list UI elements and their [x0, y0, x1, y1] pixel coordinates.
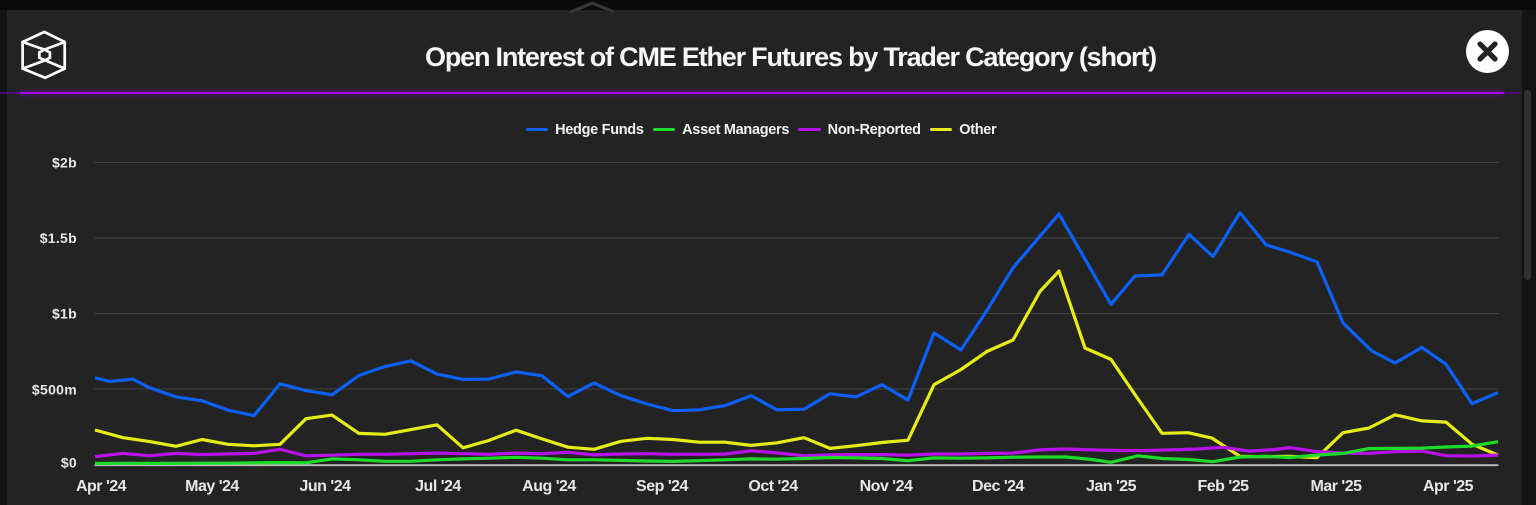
svg-text:Oct '24: Oct '24	[748, 478, 798, 495]
svg-text:$1.5b: $1.5b	[40, 230, 77, 246]
svg-text:Sep '24: Sep '24	[636, 478, 688, 495]
svg-text:Apr '25: Apr '25	[1423, 478, 1474, 495]
svg-text:$1b: $1b	[52, 306, 77, 322]
svg-text:Nov '24: Nov '24	[860, 478, 913, 495]
svg-text:$0: $0	[61, 455, 77, 471]
svg-text:Jan '25: Jan '25	[1086, 478, 1137, 495]
svg-text:Jun '24: Jun '24	[300, 478, 352, 495]
svg-text:$500m: $500m	[32, 382, 77, 398]
svg-text:Aug '24: Aug '24	[522, 478, 576, 495]
svg-text:$2b: $2b	[52, 155, 77, 171]
svg-text:Apr '24: Apr '24	[76, 478, 127, 495]
svg-text:Dec '24: Dec '24	[972, 478, 1025, 495]
svg-text:Jul '24: Jul '24	[415, 478, 461, 495]
svg-text:Feb '25: Feb '25	[1198, 478, 1250, 495]
svg-text:Mar '25: Mar '25	[1311, 478, 1363, 495]
svg-text:May '24: May '24	[185, 478, 239, 495]
